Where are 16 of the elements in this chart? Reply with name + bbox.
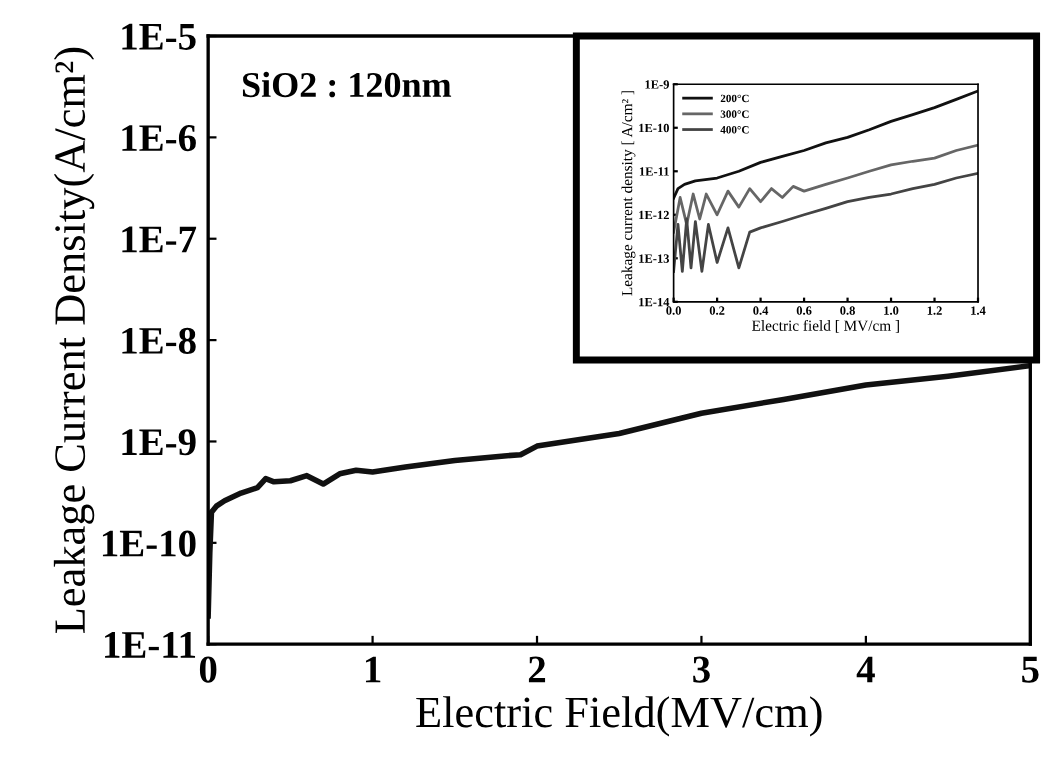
x-tick-label: 1	[365, 656, 381, 683]
annotation: SiO2 : 120nm	[242, 71, 452, 98]
y-tick-label: 1E-5	[122, 23, 196, 50]
y-tick-label: 1E-11	[105, 632, 196, 658]
y-tick-label: 1E-6	[122, 125, 196, 152]
x-tick-label: 0	[199, 656, 217, 683]
x-tick-label: 2	[528, 656, 546, 683]
y-tick-label: 1E-8	[122, 327, 196, 354]
y-tick-label: 1E-7	[122, 226, 197, 253]
y-tick-label: 1E-9	[122, 429, 196, 456]
x-tick-label: 3	[693, 656, 710, 683]
x-axis-title: Electric Field(MV/cm)	[416, 696, 822, 737]
x-tick-label: 4	[856, 656, 875, 683]
x-tick-label: 5	[1022, 656, 1039, 683]
y-axis-title: Leakage Current Density(A/cm²)	[53, 47, 95, 634]
y-tick-label: 1E-10	[102, 530, 196, 557]
